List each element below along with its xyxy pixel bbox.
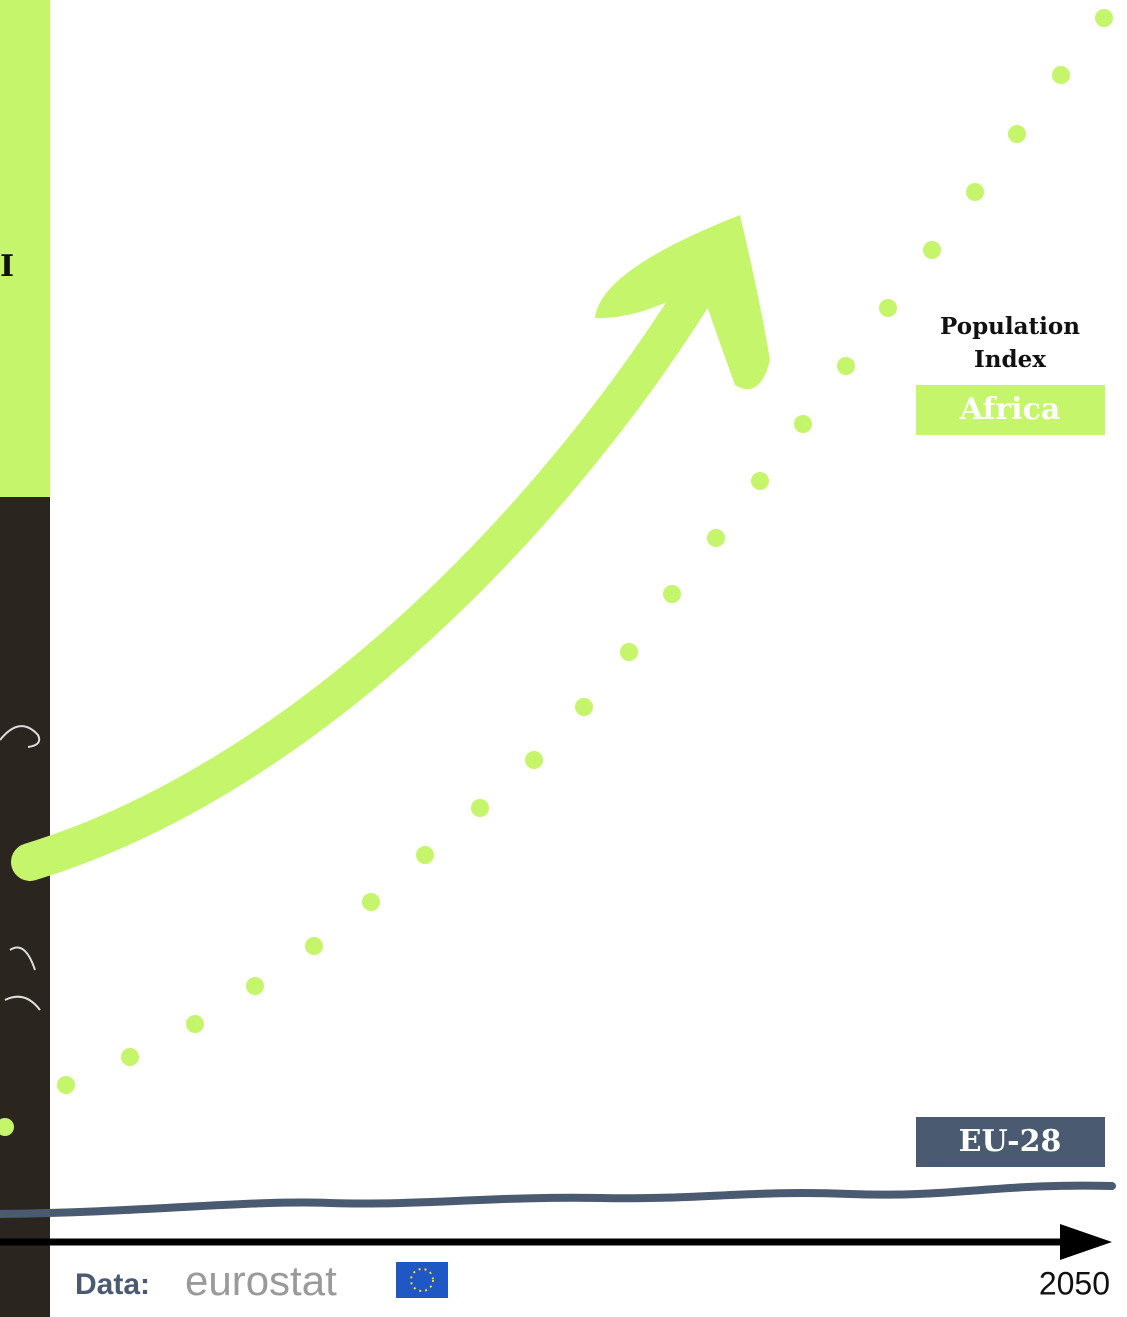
dot: [620, 643, 638, 661]
dot: [837, 357, 855, 375]
dot: [794, 415, 812, 433]
dot: [186, 1015, 204, 1033]
chalkboard-photo: [0, 497, 50, 1317]
axis-arrowhead: [1060, 1224, 1112, 1260]
eu-line: [0, 1181, 1116, 1218]
axis-end-label: 2050: [1039, 1265, 1110, 1301]
source-prefix: Data:: [75, 1268, 150, 1301]
dot: [1095, 9, 1113, 27]
africa-dots: [0, 9, 1113, 1136]
dot: [416, 846, 434, 864]
dot: [575, 698, 593, 716]
africa-label: Africa: [959, 392, 1061, 427]
source: eurostat: [185, 1257, 337, 1304]
dot: [525, 751, 543, 769]
dot: [1052, 66, 1070, 84]
eu-label-box: [916, 1117, 1105, 1167]
dot: [663, 585, 681, 603]
dot: [751, 472, 769, 490]
trend-arrow-head: [595, 215, 770, 390]
dot: [966, 183, 984, 201]
dot: [923, 241, 941, 259]
side-text: I: [0, 249, 14, 284]
chalk-writing: [0, 725, 41, 1011]
eu-flag: [396, 1262, 448, 1298]
dot: [246, 977, 264, 995]
side-panel: [0, 0, 50, 497]
dot: [57, 1076, 75, 1094]
dot: [121, 1048, 139, 1066]
eu-label: EU-28: [959, 1124, 1062, 1159]
eu-flag-stars: [410, 1268, 434, 1292]
dot: [1008, 125, 1026, 143]
dot: [879, 299, 897, 317]
africa-label-box: [916, 385, 1105, 435]
dot: [362, 893, 380, 911]
dot: [707, 529, 725, 547]
trend-arrow: [11, 241, 734, 881]
dot: [471, 799, 489, 817]
dot: [305, 937, 323, 955]
legend-title: Population: [940, 313, 1080, 340]
legend-title: Index: [974, 346, 1046, 373]
dot: [0, 1118, 14, 1136]
